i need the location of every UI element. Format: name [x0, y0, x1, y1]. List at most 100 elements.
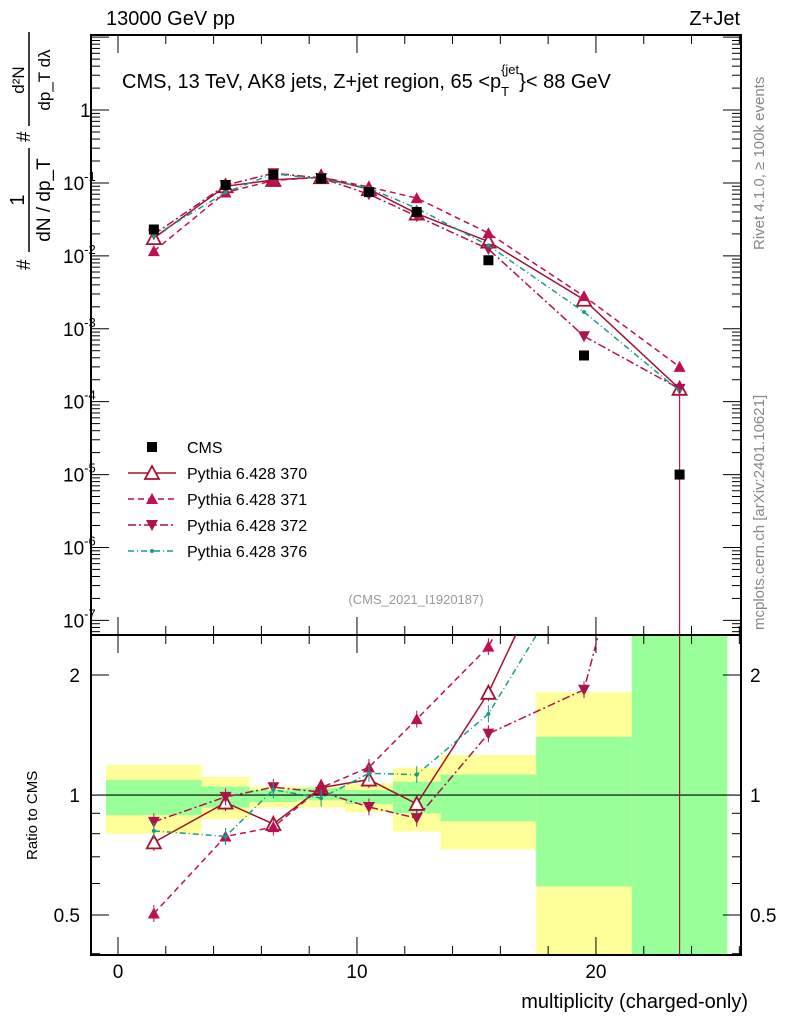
ylabel-den: dN / dp_T — [34, 158, 55, 242]
band-inner — [536, 736, 632, 887]
title-sup: {jet — [501, 62, 519, 77]
ratio-tick-label: 2 — [69, 666, 80, 687]
ratio-point-1 — [578, 465, 590, 476]
ratio-y-label: Ratio to CMS — [24, 771, 41, 860]
ratio-point-0 — [479, 683, 497, 700]
ratio-line-2 — [153, 635, 600, 823]
ylabel-hash-2: # — [14, 131, 35, 142]
data-point — [148, 224, 159, 235]
y-tick-exponent: -3 — [84, 315, 96, 330]
ylabel-right-den: dp_T dλ — [35, 49, 54, 111]
ratio-point-3 — [271, 787, 276, 792]
series-point-1 — [673, 360, 686, 372]
data-point — [578, 350, 589, 361]
analysis-id: (CMS_2021_I1920187) — [348, 592, 483, 607]
series-line-1 — [153, 176, 681, 368]
legend-label: Pythia 6.428 376 — [187, 544, 307, 561]
ratio-point-2 — [219, 791, 232, 803]
ratio-point-1 — [482, 640, 495, 652]
x-tick-label: 0 — [113, 962, 124, 983]
ratio-point-1 — [674, 200, 686, 211]
y-tick-label: 10-1 — [63, 169, 96, 195]
series-point-1 — [482, 227, 495, 239]
data-point — [674, 469, 685, 480]
y-tick-base: 10 — [63, 320, 84, 341]
ratio-point-1 — [410, 713, 423, 725]
ratio-plot: 0 10 20 0.5 0.5 1 1 2 2 — [54, 200, 776, 983]
x-tick-label: 20 — [585, 962, 606, 983]
ylabel-hash: # — [14, 259, 35, 270]
ratio-point-0 — [577, 483, 591, 496]
y-tick-exponent: -1 — [84, 169, 96, 184]
ratio-point-3 — [414, 772, 419, 777]
y-tick-label: 10-4 — [63, 388, 96, 414]
plot-title: CMS, 13 TeV, AK8 jets, Z+jet region, 65 … — [122, 62, 612, 99]
y-tick-label: 1 — [80, 101, 91, 122]
series-point-2 — [577, 331, 590, 343]
series-line-3 — [153, 172, 681, 392]
y-tick-exponent: -6 — [84, 533, 96, 548]
ratio-point-0 — [145, 833, 163, 850]
legend: CMS Pythia 6.428 370 Pythia 6.428 371 Pythi… — [128, 440, 307, 561]
series-point-1 — [577, 290, 590, 302]
data-point — [483, 255, 494, 266]
ratio-tick-label: 0.5 — [54, 906, 80, 927]
legend-label: CMS — [187, 440, 223, 457]
y-tick-label: 10-3 — [63, 315, 96, 341]
y-tick-exponent: -4 — [84, 388, 96, 403]
y-tick-base: 10 — [63, 393, 84, 414]
ratio-point-2 — [674, 321, 686, 332]
title-suffix: }< 88 GeV — [519, 71, 611, 93]
y-tick-label: 10-5 — [63, 461, 96, 487]
ratio-line-1 — [153, 635, 496, 915]
ratio-tick-label: 2 — [750, 666, 761, 687]
title-sub: T — [501, 84, 509, 99]
ratio-point-3 — [319, 796, 324, 801]
ratio-point-3 — [366, 771, 371, 776]
ratio-point-1 — [147, 907, 160, 919]
y-tick-label: 10-7 — [63, 606, 96, 632]
legend-label: Pythia 6.428 371 — [187, 492, 307, 509]
band-inner — [345, 789, 393, 804]
legend-marker — [143, 464, 161, 480]
series-point-3 — [223, 190, 228, 195]
ratio-tick-label: 1 — [69, 786, 80, 807]
ratio-point-2 — [482, 728, 495, 740]
side-label-rivet: Rivet 4.1.0, ≥ 100k events — [751, 77, 768, 250]
ratio-point-0 — [673, 319, 687, 332]
y-tick-exponent: -7 — [84, 606, 96, 621]
data-point — [316, 173, 327, 184]
ratio-line-3 — [153, 635, 538, 838]
main-plot: 110-110-210-310-410-510-610-7 — [63, 34, 742, 955]
ratio-point-1 — [267, 821, 280, 833]
header-left: 13000 GeV pp — [106, 8, 235, 30]
band-inner — [440, 774, 537, 822]
y-tick-label: 10-6 — [63, 533, 96, 559]
series-line-2 — [153, 172, 680, 390]
data-point — [411, 206, 422, 217]
ratio-point-2 — [410, 813, 423, 825]
y-tick-exponent: -5 — [84, 461, 96, 476]
y-tick-base: 10 — [63, 466, 84, 487]
legend-marker — [147, 442, 157, 452]
legend-marker — [150, 549, 154, 553]
y-tick-base: 10 — [63, 538, 84, 559]
data-point — [363, 187, 374, 198]
series-point-3 — [581, 309, 586, 314]
ratio-point-3 — [151, 828, 156, 833]
ratio-point-3 — [486, 711, 491, 716]
band-inner — [106, 780, 202, 816]
x-axis-label: multiplicity (charged-only) — [521, 991, 748, 1013]
series-point-3 — [151, 234, 156, 239]
ratio-point-3 — [582, 555, 586, 559]
y-tick-base: 10 — [63, 247, 84, 268]
ratio-point-3 — [223, 834, 228, 839]
ratio-point-2 — [147, 816, 160, 828]
x-tick-label: 10 — [346, 962, 367, 983]
ratio-point-3 — [678, 336, 682, 340]
y-tick-exponent: -2 — [84, 242, 96, 257]
series-point-1 — [410, 192, 423, 204]
series-point-1 — [267, 174, 280, 186]
legend-label: Pythia 6.428 370 — [187, 466, 307, 483]
